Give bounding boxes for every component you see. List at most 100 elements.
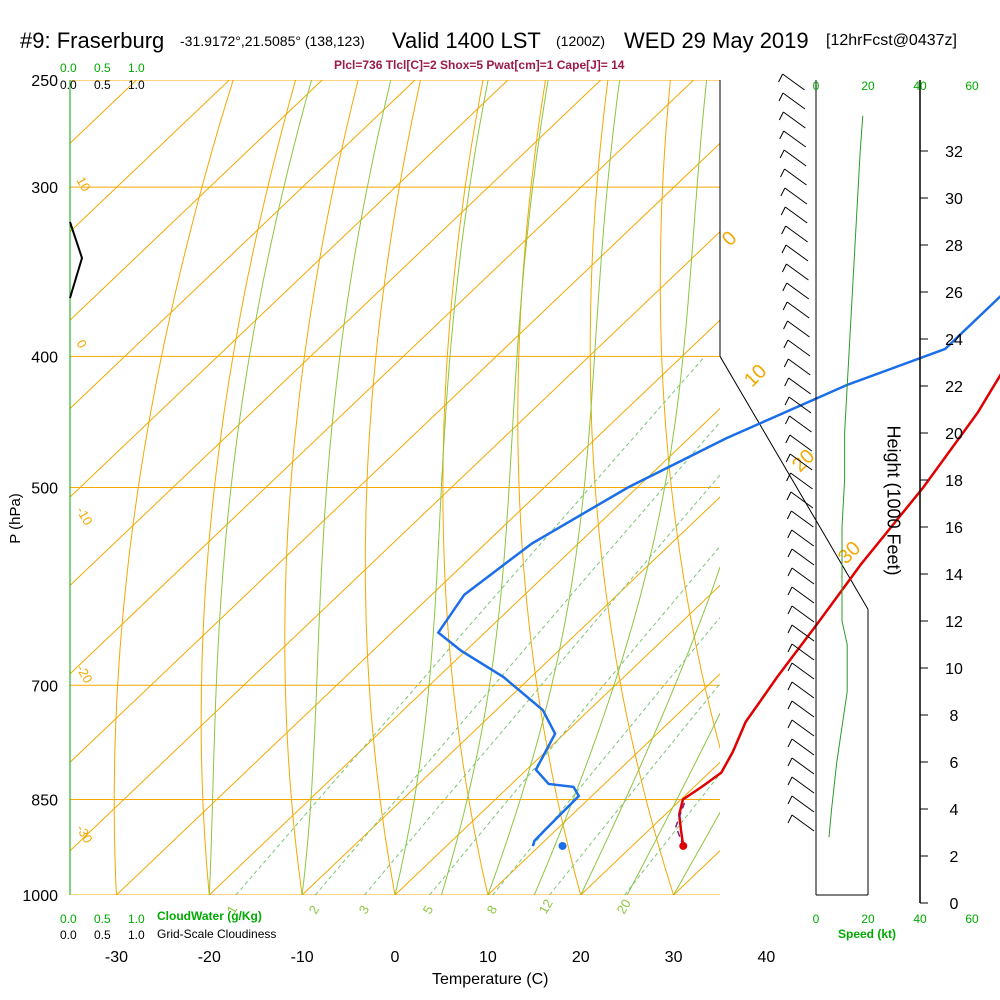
wind-barb xyxy=(783,339,789,349)
height-tick-label: 24 xyxy=(945,332,963,349)
wind-barb xyxy=(781,244,787,254)
parcel-path xyxy=(675,800,686,847)
height-tick-label: 2 xyxy=(950,849,959,866)
wind-barb xyxy=(783,149,807,167)
wind-barb xyxy=(786,263,809,281)
height-tick-label: 4 xyxy=(950,802,959,819)
wind-barb xyxy=(786,491,792,501)
height-tick-label: 28 xyxy=(945,238,963,255)
temperature-profile xyxy=(677,373,1000,847)
wind-barb xyxy=(786,472,792,482)
pressure-tick-label: 250 xyxy=(31,73,58,90)
dewpoint-profile xyxy=(436,294,1000,847)
pressure-tick-label: 850 xyxy=(31,792,58,809)
mixing-ratio-label: 3 xyxy=(356,903,373,917)
cloudiness-scale-tick: 0.0 xyxy=(60,78,77,92)
wind-barb xyxy=(791,567,815,585)
dry-adiabat xyxy=(659,80,720,750)
cloudwater-scale-tick: 0.5 xyxy=(94,912,111,926)
temperature-tick-label: 30 xyxy=(665,949,683,966)
dry-adiabat xyxy=(589,80,675,895)
dry-adiabat xyxy=(728,80,859,895)
wind-barb xyxy=(782,301,788,311)
wind-barb xyxy=(790,472,813,490)
height-tick-label: 30 xyxy=(945,191,963,208)
wind-barb xyxy=(783,130,807,148)
wind-barb xyxy=(787,681,793,691)
wind-barb xyxy=(791,681,815,699)
wind-barb xyxy=(781,225,787,235)
dry-adiabat-label: 20 xyxy=(788,445,819,476)
moist-adiabat xyxy=(626,712,720,895)
height-tick-label: 22 xyxy=(945,379,963,396)
isotherm-label: -20 xyxy=(73,662,95,686)
wind-barb xyxy=(787,567,793,577)
wind-barb xyxy=(787,814,793,824)
wind-barb xyxy=(782,282,788,292)
moist-adiabat xyxy=(580,565,720,895)
plot-area xyxy=(70,80,1000,895)
isotherm-line xyxy=(116,319,720,895)
wind-barb xyxy=(783,111,806,129)
height-tick-label: 0 xyxy=(950,896,959,913)
mixing-ratio-line xyxy=(624,773,720,895)
station-coords: -31.9172°,21.5085° (138,123) xyxy=(180,33,365,49)
cloudwater-scale-tick: 1.0 xyxy=(128,61,145,75)
temperature-tick-label: 20 xyxy=(572,949,590,966)
wind-barb xyxy=(791,795,815,813)
wind-barb xyxy=(786,282,810,300)
dry-adiabat xyxy=(983,80,1000,895)
wind-barb xyxy=(787,624,793,634)
pressure-tick-label: 500 xyxy=(31,481,58,498)
wind-barb xyxy=(784,377,790,387)
isotherm-line xyxy=(70,80,230,233)
isotherm-label: -10 xyxy=(73,504,95,528)
temperature-tick-label: -20 xyxy=(198,949,221,966)
mixing-ratio-line xyxy=(314,421,720,895)
wind-barb xyxy=(787,320,810,338)
pressure-tick-label: 400 xyxy=(31,349,58,366)
temperature-tick-label: 10 xyxy=(479,949,497,966)
wind-barb xyxy=(785,244,809,262)
moist-adiabat xyxy=(487,80,621,895)
wind-barb xyxy=(786,510,792,520)
wind-barb xyxy=(783,358,789,368)
wind-barb xyxy=(780,168,785,178)
isotherm-line xyxy=(208,407,720,895)
temperature-tick-label: 0 xyxy=(391,949,400,966)
moist-adiabat xyxy=(533,80,708,895)
wind-barb xyxy=(785,453,791,463)
height-tick-label: 10 xyxy=(945,661,963,678)
wind-barb xyxy=(791,510,814,528)
wind-barb xyxy=(787,586,793,596)
wind-barb xyxy=(784,396,790,406)
wind-barb xyxy=(791,700,815,718)
wind-barb xyxy=(791,624,815,642)
wind-speed-profile xyxy=(828,115,864,838)
height-tick-label: 18 xyxy=(945,473,963,490)
wind-barb xyxy=(784,187,808,205)
temperature-tick-label: 40 xyxy=(758,949,776,966)
wind-barb xyxy=(789,434,813,452)
cloudiness-scale-tick: 0.0 xyxy=(60,928,77,942)
wind-barb xyxy=(787,643,793,653)
isotherm-line xyxy=(859,80,1000,895)
speed-tick-label: 60 xyxy=(965,912,979,926)
height-tick-label: 32 xyxy=(945,144,963,161)
wind-barb xyxy=(787,776,793,786)
isotherm-line xyxy=(70,80,694,675)
cloudiness-scale-tick: 1.0 xyxy=(128,928,145,942)
wind-barb xyxy=(787,795,793,805)
wind-barb xyxy=(791,757,815,775)
wind-barb xyxy=(779,130,785,140)
temperature-tick-label: -10 xyxy=(291,949,314,966)
pressure-tick-label: 300 xyxy=(31,180,58,197)
wind-barb xyxy=(782,73,805,91)
stability-indices: Plcl=736 Tlcl[C]=2 Shox=5 Pwat[cm]=1 Cap… xyxy=(334,58,625,72)
height-tick-label: 16 xyxy=(945,520,963,537)
mixing-ratio-label: 5 xyxy=(420,903,437,917)
dry-adiabat xyxy=(858,80,1000,895)
wind-barb xyxy=(787,529,793,539)
wind-barb xyxy=(791,548,815,566)
